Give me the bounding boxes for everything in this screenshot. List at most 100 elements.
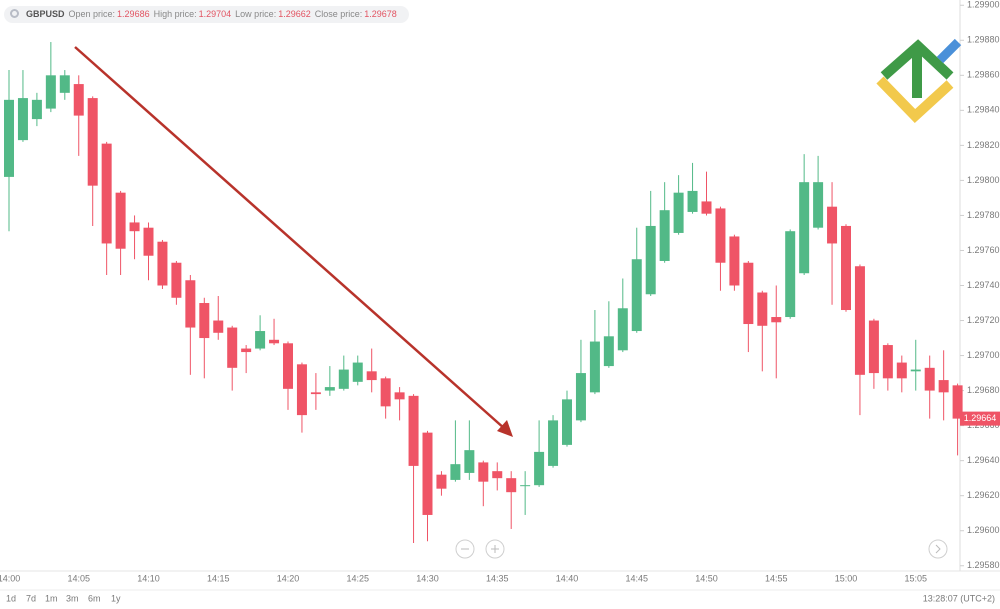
candle: [283, 341, 293, 410]
range-button[interactable]: 6m: [88, 593, 101, 603]
range-button[interactable]: 3m: [66, 593, 79, 603]
symbol: GBPUSD: [26, 9, 65, 19]
x-tick-label: 14:05: [67, 573, 90, 583]
candle: [87, 96, 98, 226]
candle: [799, 154, 810, 275]
range-button[interactable]: 1y: [111, 593, 121, 603]
candle-body: [882, 345, 893, 379]
candle-body: [589, 341, 600, 393]
candle-body: [129, 222, 140, 232]
candle: [171, 260, 182, 305]
candle-body: [283, 343, 293, 389]
settings-icon[interactable]: [10, 9, 19, 18]
candle: [380, 376, 391, 419]
candle-body: [73, 84, 84, 116]
header-label: Low price:: [235, 9, 277, 19]
candle: [534, 420, 545, 487]
candle-body: [213, 320, 224, 333]
candle-body: [422, 432, 433, 515]
x-tick-label: 14:25: [346, 573, 369, 583]
candle: [366, 348, 377, 393]
y-tick-label: 1.29880: [967, 35, 1000, 45]
candle: [896, 355, 907, 393]
candle: [213, 296, 224, 340]
header-value: 1.29678: [364, 9, 397, 19]
candle: [338, 355, 349, 391]
candle: [827, 182, 838, 305]
candle: [241, 345, 252, 374]
candle: [924, 355, 935, 419]
candle-body: [617, 308, 628, 351]
candle: [673, 175, 684, 235]
candle: [199, 297, 210, 379]
candle: [645, 190, 656, 297]
candle-body: [143, 227, 154, 256]
candle-body: [827, 206, 838, 244]
y-tick-label: 1.29860: [967, 70, 1000, 80]
y-tick-label: 1.29820: [967, 140, 1000, 150]
candle: [506, 471, 517, 529]
candle-body: [87, 98, 98, 186]
zoom-out-button[interactable]: [455, 539, 475, 559]
scroll-right-icon[interactable]: [935, 544, 941, 554]
candle: [659, 182, 670, 263]
candle-body: [366, 371, 377, 381]
candle-body: [896, 362, 907, 379]
candle-body: [269, 339, 280, 344]
candle-body: [4, 99, 14, 177]
candle-body: [729, 236, 740, 286]
range-button[interactable]: 1d: [6, 593, 16, 603]
candle: [17, 70, 28, 142]
candle: [715, 206, 726, 291]
candle: [687, 162, 698, 214]
candle: [868, 318, 879, 389]
candle-body: [910, 369, 921, 372]
candle-body: [31, 99, 42, 120]
candle-body: [338, 369, 349, 389]
candle: [701, 171, 712, 216]
candle-body: [771, 317, 782, 323]
y-tick-label: 1.29600: [967, 525, 1000, 535]
candle-body: [45, 75, 56, 109]
candle: [422, 430, 433, 542]
candle-body: [506, 478, 517, 493]
candle: [157, 239, 168, 290]
candle: [269, 318, 280, 346]
scroll-right-button[interactable]: [928, 539, 948, 559]
candle: [115, 190, 126, 275]
candle: [520, 471, 531, 515]
candle: [478, 460, 489, 507]
candle-body: [380, 378, 391, 407]
candle-body: [450, 464, 461, 480]
candle-body: [324, 387, 335, 391]
y-tick-label: 1.29640: [967, 455, 1000, 465]
candle: [464, 420, 475, 480]
candle: [4, 70, 14, 232]
candle: [143, 222, 154, 281]
header-label: Close price:: [314, 9, 363, 19]
zoom-in-button[interactable]: [485, 539, 505, 559]
candle-body: [813, 182, 824, 228]
x-tick-label: 15:00: [835, 573, 858, 583]
candle: [492, 462, 503, 491]
scroll-right-circle[interactable]: [928, 539, 948, 559]
candle: [841, 224, 851, 312]
candle-body: [310, 392, 321, 395]
candle-body: [352, 362, 363, 382]
header-value: 1.29686: [117, 9, 150, 19]
candle: [743, 260, 754, 353]
range-button[interactable]: 1m: [45, 593, 58, 603]
candle-body: [757, 292, 768, 326]
candle: [938, 350, 949, 421]
logo-yellow: [876, 76, 954, 123]
range-button[interactable]: 7d: [26, 593, 36, 603]
candle-body: [659, 210, 670, 261]
candle-body: [799, 182, 810, 274]
candle: [617, 278, 628, 353]
candle-body: [101, 143, 112, 244]
trend-arrow: [74, 46, 513, 437]
candle-body: [185, 280, 196, 328]
x-tick-label: 14:15: [207, 573, 230, 583]
